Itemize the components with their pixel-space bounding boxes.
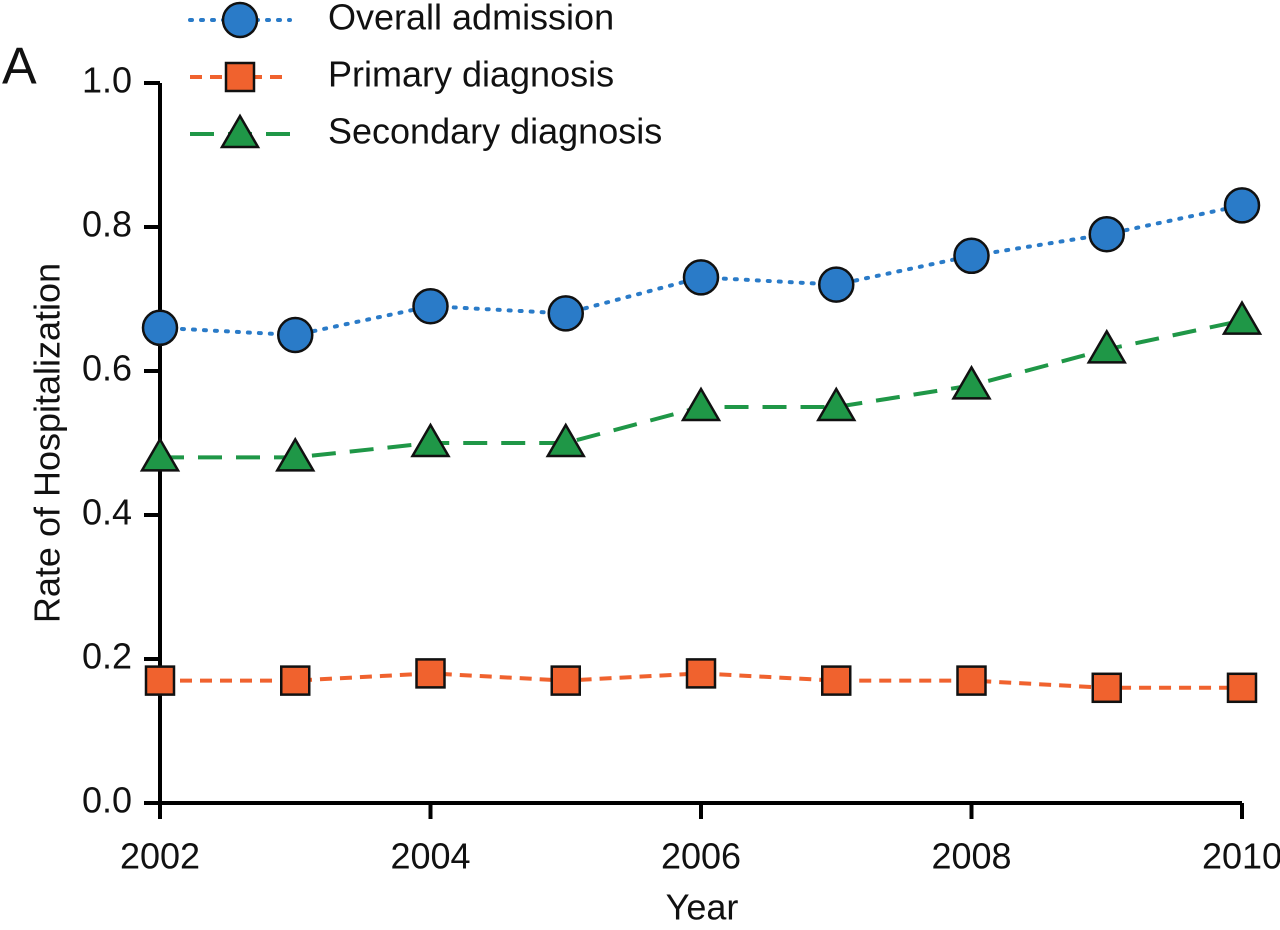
legend-label: Secondary diagnosis bbox=[328, 111, 662, 152]
data-point bbox=[275, 436, 316, 472]
x-tick-label: 2010 bbox=[1202, 836, 1280, 877]
data-point bbox=[821, 665, 852, 696]
legend-marker bbox=[219, 113, 261, 149]
legend-marker bbox=[224, 61, 256, 93]
data-point bbox=[141, 309, 179, 347]
data-point bbox=[951, 364, 992, 400]
data-point bbox=[280, 665, 311, 696]
y-axis-label: Rate of Hospitalization bbox=[27, 263, 68, 623]
y-tick-label: 0.2 bbox=[82, 636, 132, 677]
data-point bbox=[415, 658, 446, 689]
y-tick-label: 0.4 bbox=[82, 492, 132, 533]
legend-label: Overall admission bbox=[328, 0, 614, 38]
y-tick-label: 1.0 bbox=[82, 60, 132, 101]
x-tick-label: 2006 bbox=[661, 836, 741, 877]
y-tick-label: 0.6 bbox=[82, 348, 132, 389]
y-tick-label: 0.8 bbox=[82, 204, 132, 245]
data-point bbox=[550, 665, 581, 696]
x-tick-label: 2004 bbox=[390, 836, 470, 877]
data-point bbox=[818, 266, 855, 303]
data-point bbox=[1223, 187, 1261, 224]
legend-label: Primary diagnosis bbox=[328, 54, 614, 95]
data-point bbox=[680, 386, 722, 422]
x-tick-label: 2002 bbox=[120, 836, 200, 877]
data-point bbox=[545, 422, 586, 458]
x-tick-label: 2008 bbox=[931, 836, 1011, 877]
data-point bbox=[956, 665, 987, 696]
data-point bbox=[277, 316, 314, 354]
data-point bbox=[412, 287, 449, 325]
x-axis-label: Year bbox=[666, 887, 739, 928]
data-point bbox=[139, 436, 181, 472]
data-point bbox=[816, 386, 857, 422]
panel-label: A bbox=[2, 38, 37, 96]
data-point bbox=[410, 422, 451, 458]
data-point bbox=[682, 259, 720, 296]
data-point bbox=[1088, 215, 1125, 253]
data-point bbox=[1226, 672, 1258, 704]
data-point bbox=[1086, 328, 1127, 364]
data-point bbox=[144, 665, 176, 696]
y-tick-label: 0.0 bbox=[82, 780, 132, 821]
data-point bbox=[1091, 672, 1122, 704]
data-point bbox=[1221, 300, 1263, 335]
data-point bbox=[953, 237, 990, 275]
data-point bbox=[685, 658, 717, 689]
data-point bbox=[547, 295, 584, 332]
legend-marker bbox=[221, 1, 259, 39]
